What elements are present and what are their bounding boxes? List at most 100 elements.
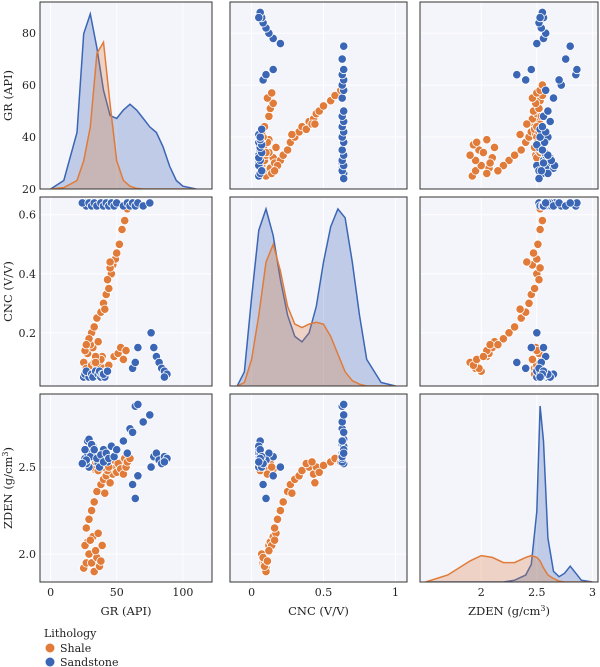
point-sandstone xyxy=(536,166,546,176)
point-shale xyxy=(104,283,114,294)
point-shale xyxy=(112,248,122,258)
point-sandstone xyxy=(133,399,143,409)
point-shale xyxy=(93,337,103,347)
point-shale xyxy=(482,168,492,178)
panel-background xyxy=(420,197,598,386)
point-sandstone xyxy=(572,64,582,75)
point-sandstone xyxy=(545,116,555,127)
panel-border xyxy=(229,393,408,583)
point-sandstone xyxy=(537,122,548,132)
point-shale xyxy=(91,546,101,556)
point-sandstone xyxy=(532,38,542,49)
panel-marks xyxy=(77,198,172,382)
point-sandstone xyxy=(526,342,536,353)
point-shale xyxy=(85,535,95,545)
panel-r1-c1 xyxy=(229,196,408,387)
point-shale xyxy=(318,101,329,111)
panel-r2-c1 xyxy=(229,393,408,583)
point-shale xyxy=(268,98,278,108)
point-shale xyxy=(287,129,297,140)
panel-border xyxy=(229,1,408,190)
point-shale xyxy=(118,354,129,364)
point-sandstone xyxy=(543,150,553,160)
point-sandstone xyxy=(258,479,268,490)
point-sandstone xyxy=(339,448,349,458)
point-shale xyxy=(100,488,110,498)
point-shale xyxy=(498,334,508,344)
point-shale xyxy=(522,257,532,267)
point-sandstone xyxy=(138,417,148,427)
point-sandstone xyxy=(146,462,156,472)
point-sandstone xyxy=(128,427,138,437)
point-shale xyxy=(91,357,101,367)
point-shale xyxy=(509,150,520,160)
point-shale xyxy=(272,514,283,524)
point-shale xyxy=(264,111,274,121)
point-sandstone xyxy=(521,363,531,373)
point-sandstone xyxy=(561,54,571,64)
point-shale xyxy=(89,322,99,332)
point-shale xyxy=(307,457,317,467)
kde-area-shale xyxy=(237,244,396,386)
point-shale xyxy=(89,497,99,507)
y-axis-label: CNC (V/V) xyxy=(1,261,15,322)
kde-area-sandstone xyxy=(237,209,396,386)
point-shale xyxy=(478,148,488,158)
axes-text-group: 0 50 100 0 0.5 1 2 2.5 3 20 40 60 80 0.2 0.4 0.6 2.0 2.5 G… xyxy=(1,27,596,618)
point-sandstone xyxy=(77,458,87,469)
legend-marker-shale xyxy=(45,643,55,653)
x-tick-label: 2.5 xyxy=(528,586,546,599)
point-shale xyxy=(287,488,297,498)
point-sandstone xyxy=(159,372,169,382)
point-shale xyxy=(97,540,107,551)
y-tick-label: 0.2 xyxy=(19,327,37,340)
y-tick-label: 40 xyxy=(22,131,36,144)
point-sandstone xyxy=(149,342,159,353)
point-sandstone xyxy=(565,198,575,208)
point-sandstone xyxy=(339,410,349,420)
point-sandstone xyxy=(118,436,129,446)
point-sandstone xyxy=(80,445,90,455)
panel-marks xyxy=(50,11,197,189)
point-sandstone xyxy=(534,174,544,184)
point-sandstone xyxy=(543,106,553,116)
point-shale xyxy=(264,546,274,556)
point-shale xyxy=(489,142,500,152)
kde-line-shale xyxy=(236,242,396,386)
point-shale xyxy=(504,328,514,338)
point-shale xyxy=(524,298,534,308)
point-shale xyxy=(314,467,324,477)
x-tick-label: 1 xyxy=(392,586,399,599)
point-sandstone xyxy=(538,158,549,168)
point-shale xyxy=(504,155,514,165)
panel-border xyxy=(419,196,599,387)
point-shale xyxy=(535,224,545,235)
point-shale xyxy=(472,137,482,147)
panel-border xyxy=(39,393,213,583)
point-sandstone xyxy=(538,342,549,353)
point-sandstone xyxy=(102,366,113,376)
kde-line-shale xyxy=(425,554,593,582)
point-shale xyxy=(470,155,481,165)
panel-background xyxy=(420,394,598,582)
point-shale xyxy=(533,239,543,249)
point-shale xyxy=(117,224,127,235)
point-sandstone xyxy=(339,174,349,184)
point-shale xyxy=(527,354,538,364)
point-sandstone xyxy=(337,436,347,446)
point-sandstone xyxy=(255,132,265,142)
point-shale xyxy=(278,497,288,507)
point-sandstone xyxy=(257,124,267,134)
point-sandstone xyxy=(261,493,271,503)
point-sandstone xyxy=(146,328,156,338)
point-shale xyxy=(537,216,548,226)
point-sandstone xyxy=(159,457,169,467)
x-tick-label: 3 xyxy=(589,586,596,599)
point-sandstone xyxy=(257,166,267,176)
point-sandstone xyxy=(521,75,531,85)
kde-line-shale xyxy=(50,39,197,189)
point-shale xyxy=(81,523,91,533)
panel-border xyxy=(419,1,599,190)
y-tick-label: 0.6 xyxy=(19,209,37,222)
panel-marks xyxy=(77,399,172,577)
